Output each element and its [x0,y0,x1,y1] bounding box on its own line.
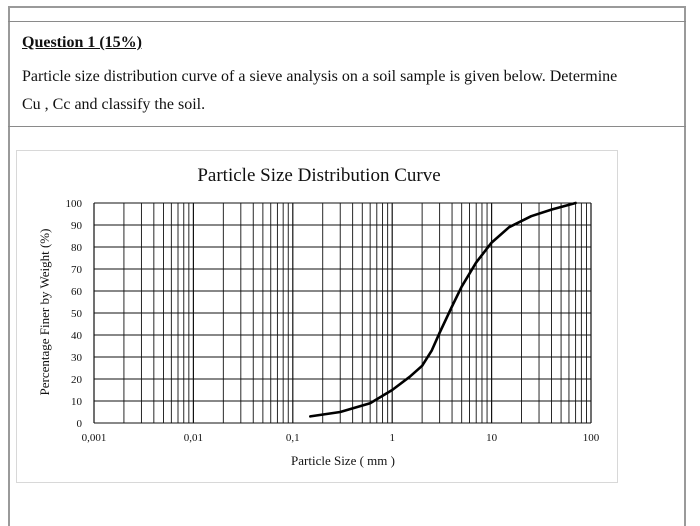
chart-curve-group [308,201,577,418]
question-text-line-2: Cu , Cc and classify the soil. [22,96,206,113]
chart-grid [93,202,592,424]
y-tick-label: 0 [77,418,83,430]
x-tick-label: 10 [486,432,498,444]
y-tick-label: 50 [71,308,83,320]
question-text-line-1: Particle size distribution curve of a si… [22,68,618,85]
y-tick-label: 100 [66,198,83,210]
y-tick-label: 70 [71,264,83,276]
y-tick-label: 30 [71,352,83,364]
question-title: Question 1 (15%) [22,34,142,51]
y-tick-label: 80 [71,242,83,254]
grading-curve-line [308,201,577,418]
x-tick-label: 0,001 [82,432,107,444]
x-tick-label: 0,01 [184,432,203,444]
chart-ticks: 0 10 20 30 40 50 60 70 80 90 100 0,001 0,01 0,1 1 10 100 [66,198,600,444]
y-tick-label: 40 [71,330,83,342]
y-axis-label: Percentage Finer by Weight (%) [37,229,52,396]
x-tick-label: 0,1 [286,432,300,444]
x-tick-label: 1 [389,432,395,444]
y-tick-label: 60 [71,286,83,298]
y-tick-label: 20 [71,374,83,386]
chart-title: Particle Size Distribution Curve [197,165,440,186]
question-text: Particle size distribution curve of a si… [22,63,682,119]
top-divider [8,21,686,22]
chart-container [16,150,618,483]
x-axis-label: Particle Size ( mm ) [291,453,395,468]
question-frame [8,6,686,526]
x-tick-label: 100 [583,432,600,444]
question-divider [8,126,686,127]
y-tick-label: 90 [71,220,83,232]
y-tick-label: 10 [71,396,83,408]
